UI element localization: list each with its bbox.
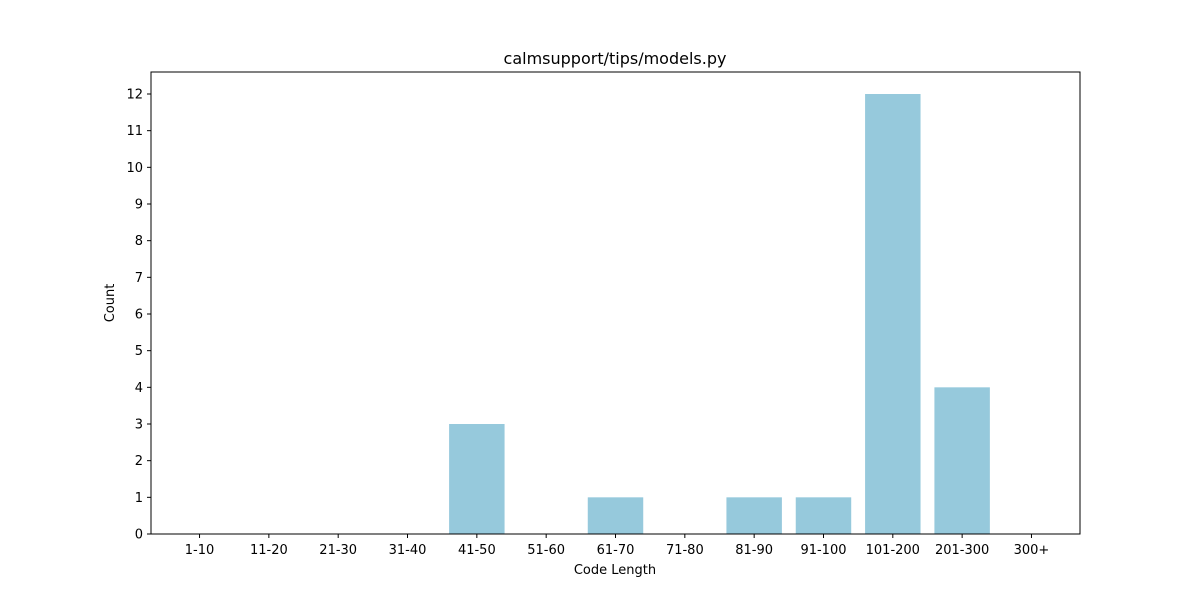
x-tick-label: 31-40 [389, 543, 427, 558]
bars-group [449, 94, 990, 534]
x-axis: 1-10 11-20 21-30 31-40 41-50 51-60 61-70 71-80 8… [185, 534, 1050, 558]
x-tick-label: 71-80 [666, 543, 704, 558]
bar-61-70 [587, 497, 644, 534]
y-tick-label: 6 [135, 308, 143, 323]
x-tick-label: 91-100 [800, 543, 846, 558]
x-tick-label: 300+ [1014, 543, 1050, 558]
y-axis-label: Count [103, 284, 118, 323]
x-tick-label: 101-200 [866, 543, 920, 558]
y-tick-label: 7 [135, 271, 143, 286]
bar-91-100 [795, 497, 852, 534]
x-axis-label: Code Length [574, 563, 656, 578]
y-tick-label: 8 [135, 234, 143, 249]
y-tick-label: 0 [135, 528, 143, 543]
x-tick-label: 61-70 [597, 543, 635, 558]
y-tick-label: 3 [135, 418, 143, 433]
x-tick-label: 1-10 [185, 543, 215, 558]
y-tick-label: 9 [135, 198, 143, 213]
y-tick-label: 12 [126, 88, 143, 103]
x-tick-label: 201-300 [935, 543, 989, 558]
bar-201-300 [934, 387, 990, 534]
x-tick-label: 11-20 [250, 543, 288, 558]
y-tick-label: 11 [126, 124, 143, 139]
x-tick-label: 51-60 [527, 543, 565, 558]
x-tick-label: 41-50 [458, 543, 496, 558]
x-tick-label: 81-90 [735, 543, 773, 558]
chart-title: calmsupport/tips/models.py [504, 49, 727, 68]
y-tick-label: 1 [135, 491, 143, 506]
y-tick-label: 5 [135, 344, 143, 359]
y-tick-label: 4 [135, 381, 143, 396]
bar-81-90 [726, 497, 782, 534]
y-tick-label: 2 [135, 454, 143, 469]
y-tick-label: 10 [126, 161, 143, 176]
x-tick-label: 21-30 [319, 543, 357, 558]
bar-101-200 [865, 94, 921, 534]
bar-41-50 [449, 424, 505, 534]
